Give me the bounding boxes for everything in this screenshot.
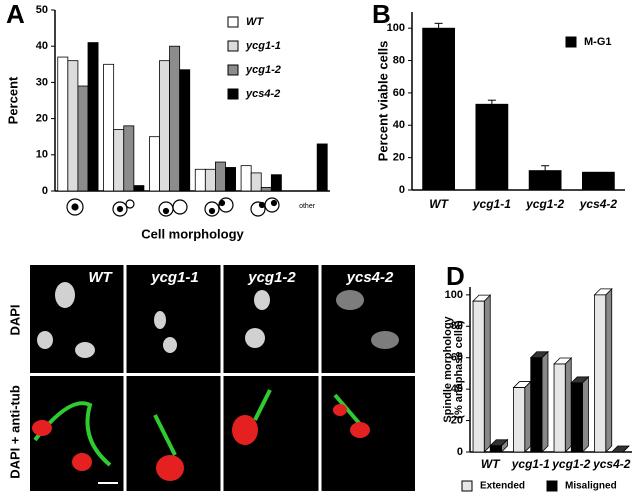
x-tick-label: ycg1-1	[511, 457, 550, 471]
y-tick-label: 10	[36, 149, 48, 161]
legend-label: Extended	[480, 481, 525, 492]
legend-label: Misaligned	[565, 481, 617, 492]
bar-side	[564, 357, 572, 453]
column-label: ycg1-2	[247, 269, 296, 286]
y-axis-label: Spindle morphology	[442, 315, 454, 422]
legend-swatch	[227, 88, 239, 100]
y-tick-label: 80	[451, 320, 463, 332]
bar	[77, 85, 89, 192]
x-tick-label: ycg1-2	[525, 197, 564, 211]
bar	[194, 168, 206, 192]
bar	[57, 56, 69, 192]
bar	[260, 186, 272, 192]
bar-side	[483, 294, 491, 453]
bar	[169, 45, 181, 192]
column-label: WT	[88, 269, 113, 286]
legend-swatch	[546, 480, 558, 492]
y-tick-label: 30	[36, 76, 48, 88]
bar	[422, 27, 455, 191]
bar	[123, 125, 135, 192]
micrographs: C WT ycg1-1 ycg1-2 ycs4-2	[4, 265, 415, 491]
bar	[87, 42, 99, 192]
y-tick-label: 60	[451, 352, 463, 364]
bar	[270, 174, 282, 192]
bar	[179, 69, 191, 192]
bar	[475, 103, 509, 191]
legend-swatch	[227, 64, 239, 76]
bar	[553, 363, 566, 453]
x-axis-label: Cell morphology	[141, 226, 244, 241]
bar	[472, 300, 485, 453]
legend-swatch	[565, 36, 577, 48]
legend-label: ycg1-1	[245, 40, 281, 52]
y-axis-label: Percent	[5, 76, 20, 124]
legend-label: M-G1	[584, 36, 612, 48]
y-tick-label: 0	[457, 446, 463, 458]
y-tick-label: 40	[393, 119, 405, 131]
bar	[159, 60, 170, 192]
bar	[215, 161, 226, 192]
legend-swatch	[461, 480, 473, 492]
bar	[570, 382, 583, 453]
bar	[67, 60, 79, 192]
bar	[513, 387, 526, 453]
y-tick-label: 100	[387, 22, 405, 34]
panel-label: A	[6, 0, 25, 29]
y-tick-label: 0	[399, 184, 405, 196]
panel-label: D	[446, 261, 465, 291]
bar-side	[524, 380, 532, 453]
x-tick-label: WT	[481, 457, 501, 471]
bar	[528, 170, 562, 191]
bar	[103, 63, 115, 192]
legend-label: ycs4-2	[245, 88, 280, 100]
column-label: ycs4-2	[346, 269, 394, 286]
row-label: DAPI	[7, 304, 22, 335]
bar-side	[605, 287, 613, 453]
bar	[489, 445, 502, 453]
bar	[316, 143, 328, 192]
panel-label: B	[372, 0, 391, 29]
bar	[594, 294, 607, 453]
bar	[149, 136, 160, 192]
cell-morphology-icons	[66, 197, 280, 217]
y-axis-label: Percent viable cells	[375, 41, 390, 162]
bar-top	[610, 445, 630, 453]
x-tick-label: ycs4-2	[592, 457, 631, 471]
bar-side	[582, 375, 589, 453]
legend-swatch	[227, 40, 239, 52]
bar	[582, 171, 615, 191]
bar	[240, 165, 252, 192]
y-tick-label: 40	[451, 383, 463, 395]
y-tick-label: 20	[36, 113, 48, 125]
x-tick-label: ycs4-2	[579, 197, 618, 211]
y-tick-label: 0	[42, 185, 48, 197]
y-axis-label: (% anaphase cells)	[453, 320, 465, 419]
y-tick-label: 40	[36, 40, 48, 52]
y-tick-label: 80	[393, 54, 405, 66]
y-tick-label: 20	[393, 152, 405, 164]
bar	[225, 167, 236, 192]
bar	[530, 357, 543, 453]
y-tick-label: 20	[451, 414, 463, 426]
bar	[113, 129, 125, 192]
legend-label: ycg1-2	[245, 64, 281, 76]
x-tick-label: ycg1-2	[551, 457, 590, 471]
x-tick-label: ycg1-1	[472, 197, 511, 211]
row-label: DAPI + anti-tub	[7, 385, 22, 479]
y-tick-label: 100	[445, 289, 463, 301]
legend-swatch	[227, 16, 239, 28]
bar-side	[541, 350, 549, 453]
y-tick-label: 60	[393, 87, 405, 99]
legend-label: WT	[246, 16, 264, 28]
x-tick-label: other	[299, 203, 316, 210]
bar	[204, 168, 216, 192]
bar	[133, 185, 145, 192]
column-label: ycg1-1	[150, 269, 199, 286]
panel-label: C	[4, 267, 15, 284]
y-tick-label: 50	[36, 4, 48, 16]
bar	[250, 172, 262, 192]
x-tick-label: WT	[429, 197, 449, 211]
